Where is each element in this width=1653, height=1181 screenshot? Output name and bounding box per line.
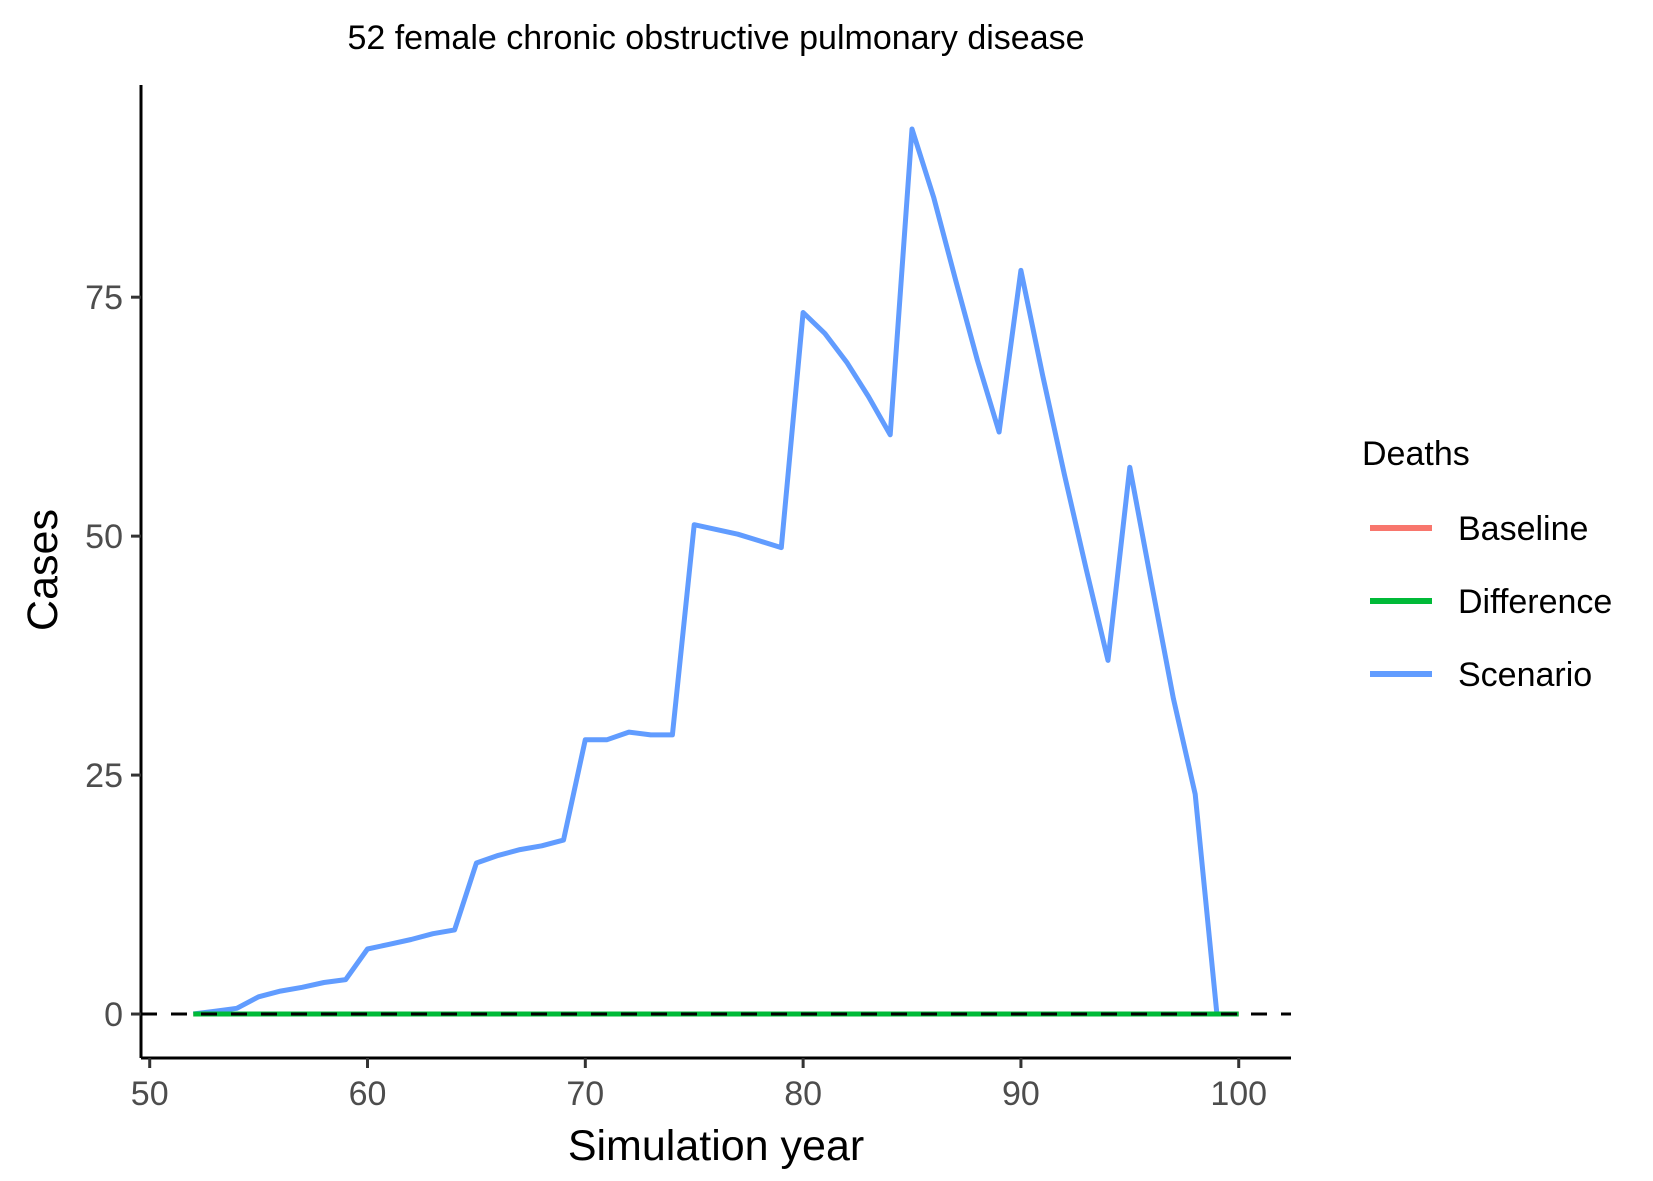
x-axis-ticks: 50 60 70 80 90 100 <box>131 1058 1267 1113</box>
x-tick-label: 50 <box>131 1075 169 1113</box>
chart-title: 52 female chronic obstructive pulmonary … <box>347 19 1084 57</box>
y-tick-label: 50 <box>85 518 123 556</box>
y-tick-label: 0 <box>104 996 123 1034</box>
legend-label-scenario: Scenario <box>1458 656 1592 694</box>
legend-label-baseline: Baseline <box>1458 510 1588 548</box>
x-axis-title: Simulation year <box>568 1122 864 1170</box>
x-tick-label: 60 <box>349 1075 387 1113</box>
legend-title: Deaths <box>1362 435 1470 473</box>
y-axis-title: Cases <box>19 509 67 631</box>
y-tick-label: 25 <box>85 757 123 795</box>
x-tick-label: 70 <box>566 1075 604 1113</box>
x-tick-label: 80 <box>784 1075 822 1113</box>
legend-items: Baseline Difference Scenario <box>1370 510 1612 694</box>
legend-label-difference: Difference <box>1458 583 1612 621</box>
legend: Deaths Baseline Difference Scenario <box>1362 435 1612 694</box>
plot-area <box>141 126 1291 1017</box>
series-layer <box>192 126 1239 1017</box>
x-tick-label: 100 <box>1210 1075 1267 1113</box>
y-tick-label: 75 <box>85 279 123 317</box>
y-axis-ticks: 0 25 50 75 <box>85 279 141 1034</box>
series-line-scenario <box>192 126 1220 1017</box>
x-tick-label: 90 <box>1002 1075 1040 1113</box>
